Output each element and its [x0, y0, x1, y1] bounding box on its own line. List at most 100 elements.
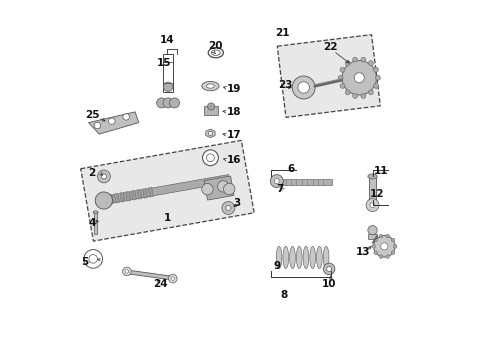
Circle shape [373, 84, 378, 89]
Circle shape [392, 244, 396, 248]
Circle shape [217, 181, 228, 192]
Text: 10: 10 [321, 279, 335, 289]
Polygon shape [205, 129, 215, 138]
Circle shape [353, 73, 364, 83]
Circle shape [202, 150, 218, 166]
Ellipse shape [202, 81, 219, 91]
Circle shape [163, 98, 173, 108]
Circle shape [380, 243, 387, 250]
Text: 23: 23 [278, 80, 292, 90]
Bar [131, 190, 136, 200]
Circle shape [360, 57, 365, 62]
Text: 21: 21 [274, 28, 289, 38]
Circle shape [171, 277, 174, 280]
Text: 14: 14 [160, 35, 174, 45]
Text: 22: 22 [323, 42, 337, 52]
Bar [203, 176, 234, 200]
Bar [163, 54, 172, 92]
Circle shape [352, 94, 357, 99]
Text: 16: 16 [226, 155, 241, 165]
Circle shape [379, 255, 382, 258]
Text: 3: 3 [233, 198, 241, 208]
Ellipse shape [309, 246, 315, 269]
Ellipse shape [93, 211, 98, 214]
Circle shape [323, 263, 334, 275]
Circle shape [122, 114, 129, 120]
Circle shape [125, 270, 128, 273]
Circle shape [222, 202, 234, 215]
Text: 2: 2 [88, 168, 96, 178]
Circle shape [89, 255, 97, 263]
Text: 8: 8 [280, 290, 287, 300]
Text: 15: 15 [156, 58, 171, 68]
Bar [114, 193, 119, 203]
Ellipse shape [367, 174, 376, 179]
Bar [283, 179, 331, 185]
Circle shape [373, 235, 394, 257]
Circle shape [371, 244, 375, 248]
Polygon shape [88, 112, 139, 134]
Bar [125, 191, 130, 201]
Circle shape [366, 199, 378, 212]
Bar [81, 140, 254, 241]
Ellipse shape [296, 246, 302, 269]
Circle shape [297, 82, 309, 93]
Circle shape [270, 175, 283, 188]
Text: 5: 5 [81, 257, 88, 267]
Circle shape [367, 226, 376, 235]
Circle shape [367, 61, 373, 66]
Circle shape [94, 122, 101, 129]
Circle shape [385, 234, 388, 238]
Ellipse shape [289, 246, 295, 269]
Ellipse shape [276, 246, 282, 269]
Circle shape [207, 103, 214, 110]
Circle shape [274, 179, 279, 184]
Bar [368, 176, 375, 203]
Circle shape [385, 255, 388, 258]
Circle shape [379, 234, 382, 238]
Circle shape [341, 60, 376, 95]
Circle shape [373, 238, 377, 242]
Circle shape [339, 84, 344, 89]
Circle shape [373, 67, 378, 72]
Circle shape [208, 131, 212, 135]
Circle shape [326, 266, 331, 271]
Circle shape [375, 75, 380, 80]
Text: 20: 20 [208, 41, 223, 50]
Text: 6: 6 [287, 164, 294, 174]
Circle shape [201, 184, 213, 195]
Text: 25: 25 [84, 111, 99, 121]
Text: 13: 13 [355, 247, 369, 257]
Circle shape [352, 57, 357, 62]
Text: 19: 19 [226, 84, 241, 94]
Circle shape [223, 183, 235, 195]
Text: 9: 9 [273, 261, 280, 271]
Circle shape [367, 90, 373, 95]
Circle shape [97, 170, 110, 183]
Bar [120, 192, 125, 202]
Bar [203, 107, 217, 115]
Ellipse shape [303, 246, 308, 269]
Circle shape [83, 249, 102, 268]
Circle shape [339, 67, 344, 72]
Bar [94, 212, 97, 234]
Circle shape [169, 98, 179, 108]
Ellipse shape [206, 84, 214, 88]
Circle shape [101, 174, 106, 179]
Bar [148, 187, 153, 197]
Circle shape [168, 274, 177, 283]
Bar [367, 234, 376, 239]
Bar [277, 35, 380, 117]
Circle shape [108, 118, 115, 125]
Circle shape [345, 61, 349, 66]
Text: 12: 12 [369, 189, 384, 199]
Circle shape [206, 154, 214, 162]
Text: 17: 17 [226, 130, 241, 140]
Circle shape [95, 192, 112, 209]
Text: 24: 24 [153, 279, 167, 289]
Text: 1: 1 [163, 213, 171, 222]
Bar [108, 194, 114, 204]
Bar [100, 175, 229, 205]
Bar [137, 189, 142, 199]
Circle shape [390, 251, 394, 255]
